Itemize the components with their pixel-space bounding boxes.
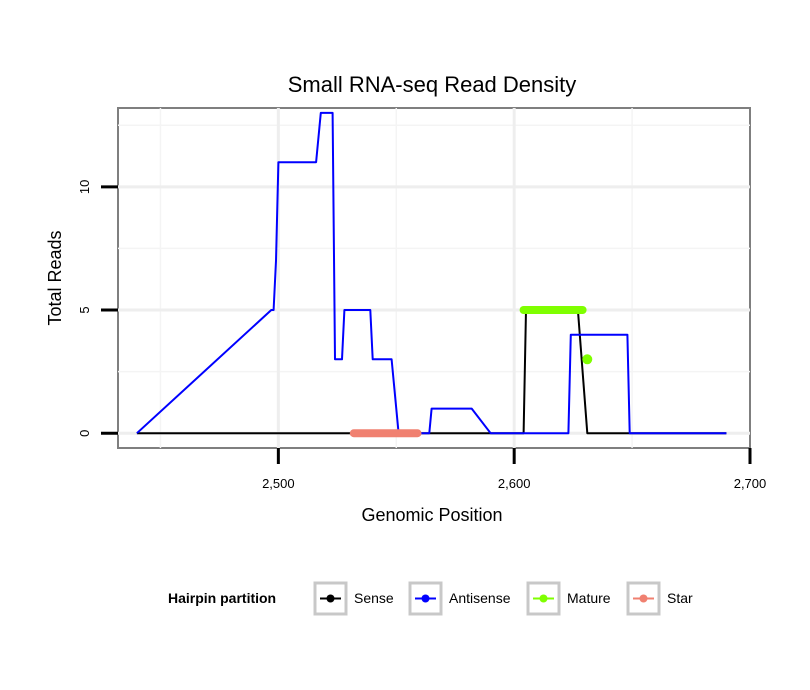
legend-item-sense: Sense [313,581,394,616]
series-layer [136,111,727,438]
y-axis-title: Total Reads [45,230,65,325]
legend-item-star: Star [626,581,693,616]
legend-key-dot [326,594,335,603]
y-tick-label: 0 [77,430,92,437]
y-tick-label: 5 [77,306,92,313]
antisense-line [136,111,727,435]
x-tick-label: 2,500 [262,476,295,491]
legend-label: Star [667,590,693,606]
legend-key-dot [639,594,648,603]
legend-label: Sense [354,590,394,606]
legend: Hairpin partition Sense Antisense Mature St… [168,581,693,616]
y-tick-label: 10 [77,180,92,194]
plot-panel [117,107,751,449]
legend-item-mature: Mature [526,581,611,616]
legend-title: Hairpin partition [168,590,276,606]
legend-key-dot [421,594,430,603]
legend-label: Antisense [449,590,511,606]
x-tick-label: 2,600 [498,476,531,491]
legend-item-antisense: Antisense [408,581,511,616]
x-tick-label: 2,700 [734,476,767,491]
x-axis-title: Genomic Position [361,505,502,525]
axes: 2,500 2,600 2,700 0 5 10 [77,180,766,491]
mature-point [582,354,593,365]
legend-key-dot [539,594,548,603]
chart-title: Small RNA-seq Read Density [288,72,577,97]
legend-label: Mature [567,590,611,606]
